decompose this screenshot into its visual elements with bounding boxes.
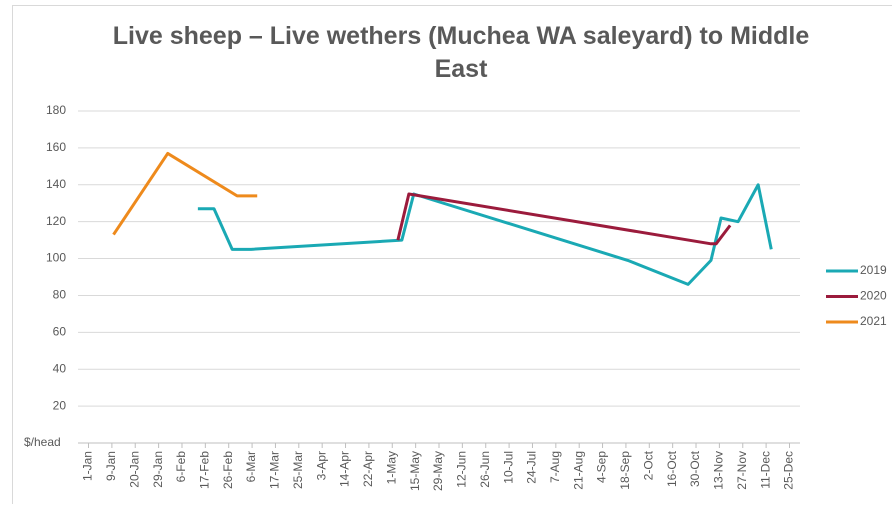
chart-frame <box>12 5 892 504</box>
x-tick-label: 26-Jun <box>478 451 492 488</box>
y-tick-label: 100 <box>46 251 66 265</box>
x-tick-label: 14-Apr <box>338 451 352 487</box>
series-line <box>396 192 732 246</box>
x-tick-label: 6-Feb <box>174 451 188 483</box>
legend-label: 2020 <box>860 289 887 303</box>
x-tick-label: 25-Dec <box>782 451 796 490</box>
x-tick-label: 25-Mar <box>291 451 305 489</box>
x-tick-label: 22-Apr <box>361 451 375 487</box>
x-tick-label: 30-Oct <box>688 450 702 487</box>
x-tick-label: 12-Jun <box>455 451 469 488</box>
y-tick-label: 60 <box>53 325 67 339</box>
x-tick-label: 7-Aug <box>548 451 562 483</box>
y-tick-label: 140 <box>46 177 66 191</box>
x-tick-label: 1-Jan <box>81 451 95 481</box>
x-tick-label: 29-May <box>431 451 445 491</box>
y-tick-label: 40 <box>53 361 67 375</box>
x-tick-label: 13-Nov <box>712 451 726 490</box>
x-tick-label: 21-Aug <box>571 451 585 490</box>
x-tick-label: 27-Nov <box>735 451 749 490</box>
x-tick-label: 15-May <box>408 451 422 491</box>
series-line <box>197 183 773 286</box>
x-tick-label: 20-Jan <box>127 451 141 488</box>
x-tick-label: 1-May <box>384 451 398 484</box>
x-tick-label: 29-Jan <box>151 451 165 488</box>
x-tick-label: 11-Dec <box>758 451 772 489</box>
x-tick-label: 3-Apr <box>314 451 328 480</box>
x-tick-label: 17-Feb <box>198 451 212 489</box>
series-line <box>112 151 258 236</box>
x-tick-label: 17-Mar <box>268 451 282 489</box>
y-tick-label: 180 <box>46 103 66 117</box>
x-tick-label: 26-Feb <box>221 451 235 489</box>
y-tick-label: 120 <box>46 214 66 228</box>
x-tick-label: 6-Mar <box>244 451 258 482</box>
x-tick-label: 4-Sep <box>595 451 609 483</box>
y-tick-label: 160 <box>46 140 66 154</box>
y-tick-label: 80 <box>53 288 67 302</box>
legend-label: 2021 <box>860 314 887 328</box>
legend-label: 2019 <box>860 263 887 277</box>
x-tick-label: 18-Sep <box>618 451 632 490</box>
x-tick-label: 24-Jul <box>525 451 539 484</box>
chart-title: Live sheep – Live wethers (Muchea WA sal… <box>112 22 810 83</box>
y-tick-label: 20 <box>53 398 67 412</box>
x-tick-label: 10-Jul <box>501 451 515 484</box>
x-tick-label: 2-Oct <box>641 450 655 480</box>
x-tick-label: 16-Oct <box>665 450 679 487</box>
x-tick-label: 9-Jan <box>104 451 118 481</box>
y-axis-label: $/head <box>24 435 61 449</box>
